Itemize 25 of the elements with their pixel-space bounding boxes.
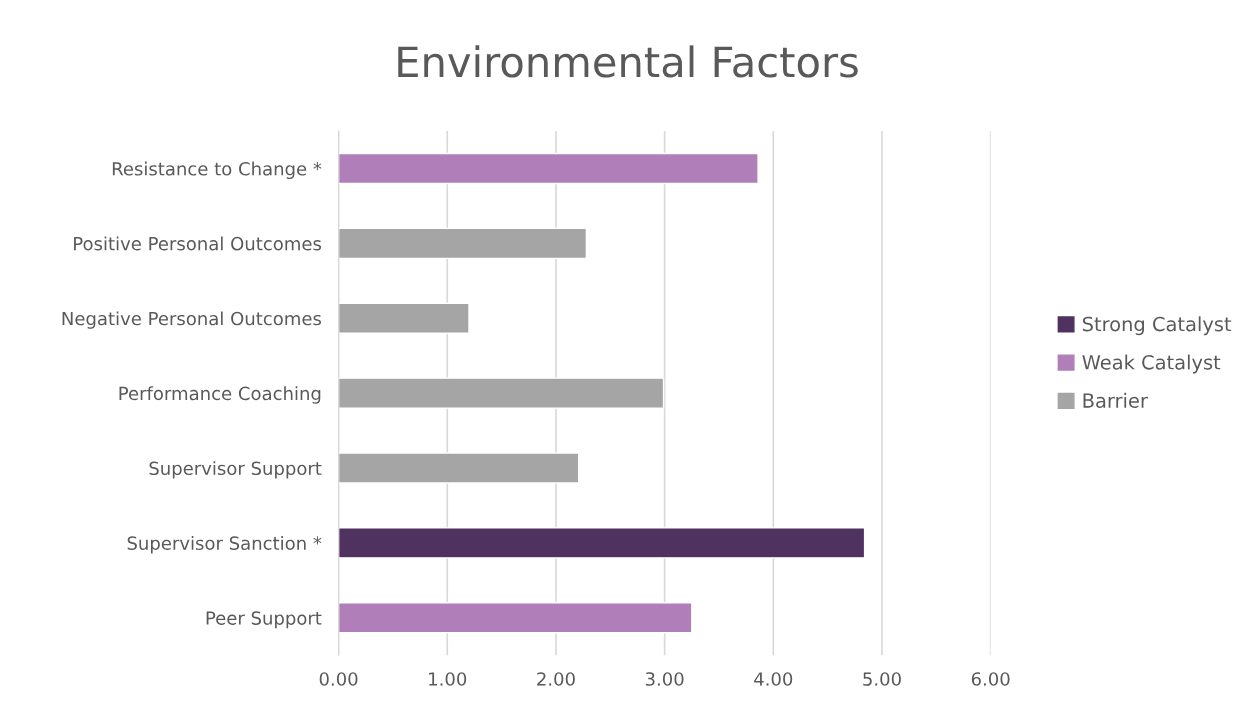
y-tick-label: Resistance to Change *	[112, 161, 322, 180]
x-tick-label: 4.00	[754, 672, 793, 686]
legend-label: Barrier	[1083, 392, 1148, 408]
legend-label: Weak Catalyst	[1082, 354, 1221, 374]
bar	[338, 302, 470, 334]
x-tick-label: 6.00	[971, 672, 1010, 686]
y-tick-label: Supervisor Sanction *	[127, 536, 322, 554]
bar	[338, 152, 759, 185]
bar	[338, 227, 588, 260]
chart-title: Environmental Factors	[398, 45, 858, 78]
x-tick-label: 2.00	[537, 672, 575, 686]
y-tick-label: Supervisor Support	[149, 461, 322, 479]
legend-label: Strong Catalyst	[1082, 316, 1232, 336]
x-tick-label: 0.00	[319, 672, 358, 686]
y-tick-label: Negative Personal Outcomes	[62, 311, 322, 329]
y-tick-label: Peer Support	[206, 611, 322, 629]
x-tick-label: 5.00	[863, 672, 901, 686]
bar	[338, 602, 693, 634]
x-tick-label: 1.00	[429, 672, 467, 686]
bar	[338, 452, 580, 484]
y-tick-label: Positive Personal Outcomes	[74, 236, 322, 251]
y-tick-label: Performance Coaching	[119, 386, 321, 404]
bar	[338, 377, 665, 409]
x-tick-label: 3.00	[645, 672, 684, 686]
bar	[338, 527, 866, 559]
